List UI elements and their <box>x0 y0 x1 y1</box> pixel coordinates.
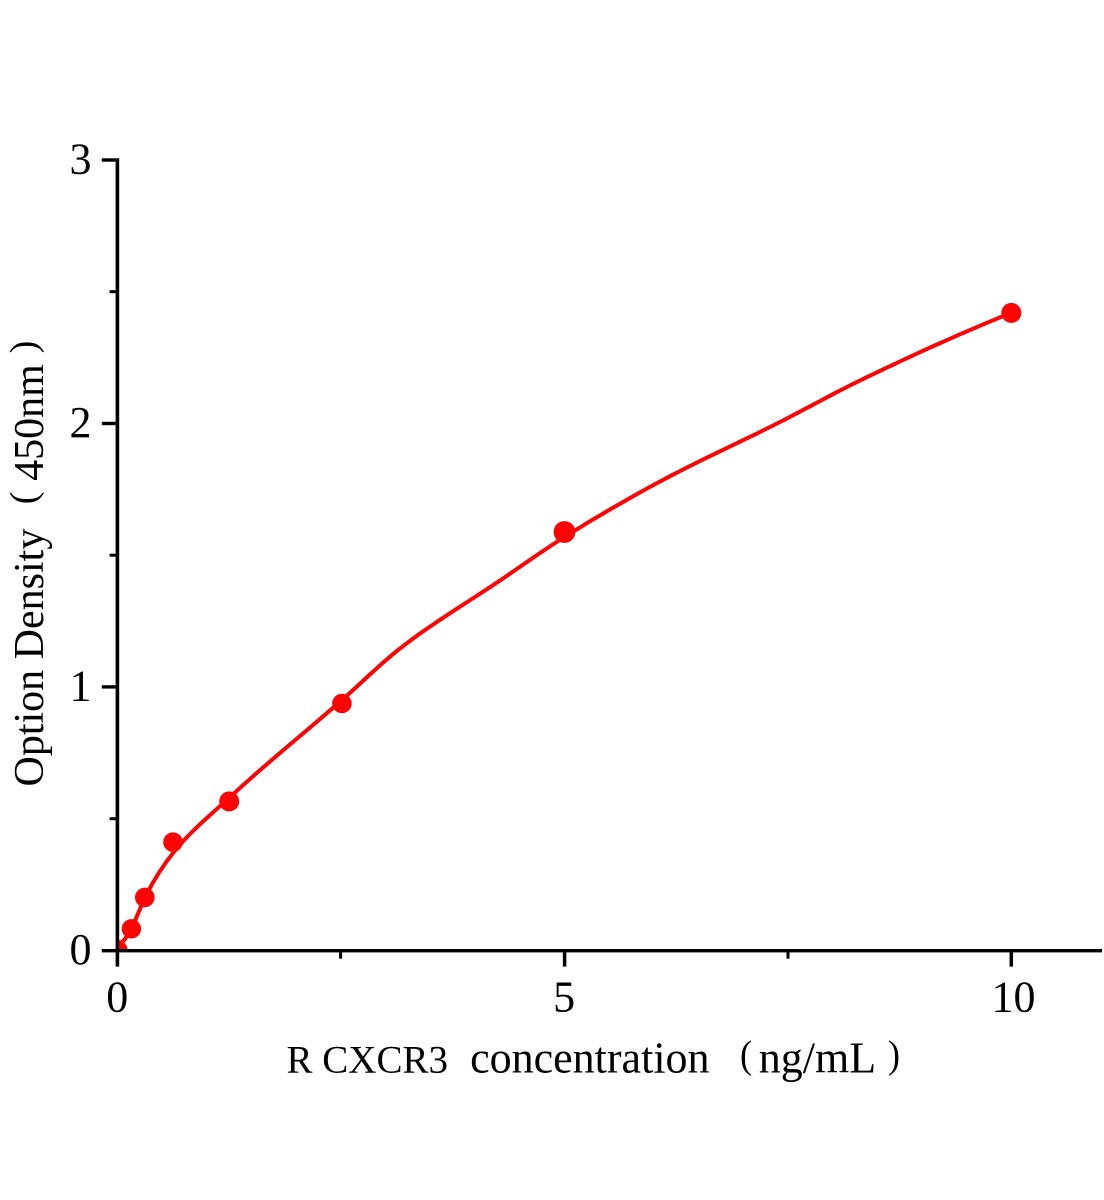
svg-text:concentration: concentration <box>470 1033 709 1082</box>
svg-text:0: 0 <box>70 925 92 974</box>
svg-text:2: 2 <box>70 398 92 447</box>
svg-text:10: 10 <box>992 972 1036 1021</box>
svg-text:(: ( <box>3 491 45 504</box>
svg-text:450nm: 450nm <box>7 364 53 481</box>
svg-text:3: 3 <box>70 135 92 184</box>
svg-text:0: 0 <box>106 972 128 1021</box>
svg-text:R CXCR3: R CXCR3 <box>287 1038 448 1081</box>
svg-text:ng/mL: ng/mL <box>759 1033 876 1082</box>
svg-text:): ) <box>888 1034 900 1077</box>
svg-text:1: 1 <box>70 661 92 710</box>
svg-text:Option Density: Option Density <box>7 529 53 787</box>
svg-text:5: 5 <box>553 972 575 1021</box>
svg-text:): ) <box>3 341 45 354</box>
svg-text:(: ( <box>740 1034 752 1077</box>
